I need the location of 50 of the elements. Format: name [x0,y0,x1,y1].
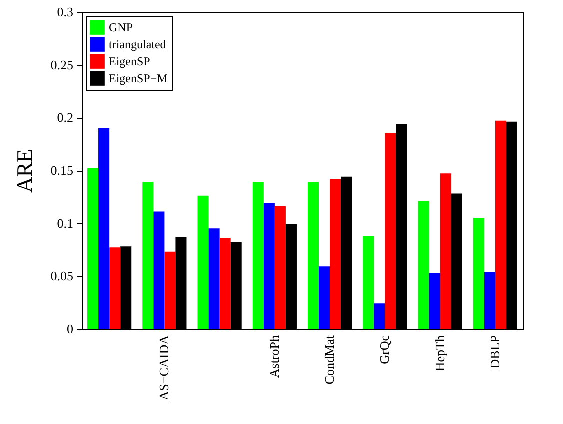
bar [506,122,518,329]
x-tick-label: CondMat [322,335,338,385]
bar [88,168,99,329]
y-tick-label: 0.1 [57,216,74,231]
y-tick-label: 0 [67,322,74,336]
bar [385,134,396,329]
y-tick-label: 0.3 [57,4,74,20]
bar [208,228,220,329]
x-tick-label: DBLP [487,336,502,369]
bar [264,203,275,329]
x-tick-label: GrQc [377,335,392,364]
bar [274,206,286,329]
bar [252,182,264,329]
legend-label: EigenSP−M [109,72,168,86]
bar [330,178,342,329]
bar [418,201,430,329]
y-tick-label: 0.05 [50,268,74,284]
x-tick-label: AstroPh [266,335,282,378]
y-tick-label: 0.25 [50,57,74,72]
x-tick-label: HepTh [432,335,448,372]
bar [451,194,462,329]
bar [341,176,352,329]
legend-label: GNP [109,20,134,34]
bar [142,182,154,329]
bar [396,124,408,329]
legend-label: EigenSP [109,54,151,68]
bar [374,304,386,329]
bar [230,242,242,329]
bar [473,218,484,329]
bar [308,182,320,329]
bar [154,212,165,329]
bar [429,272,440,329]
bar [110,248,121,329]
x-tick-label: AS−CAIDA [156,334,172,401]
bar [198,196,209,329]
bar [286,224,297,329]
legend-label: triangulated [109,38,166,52]
bar [120,246,132,329]
bar [319,266,330,329]
bar [495,120,506,329]
bar [176,237,187,329]
y-tick-label: 0.2 [57,110,74,126]
y-axis-title: ARE [12,149,37,193]
y-tick-label: 0.15 [50,163,74,178]
bar [164,252,176,329]
bar [98,128,110,329]
bar [484,272,496,329]
bar [440,174,452,329]
bar [363,236,374,329]
bar [220,238,231,329]
